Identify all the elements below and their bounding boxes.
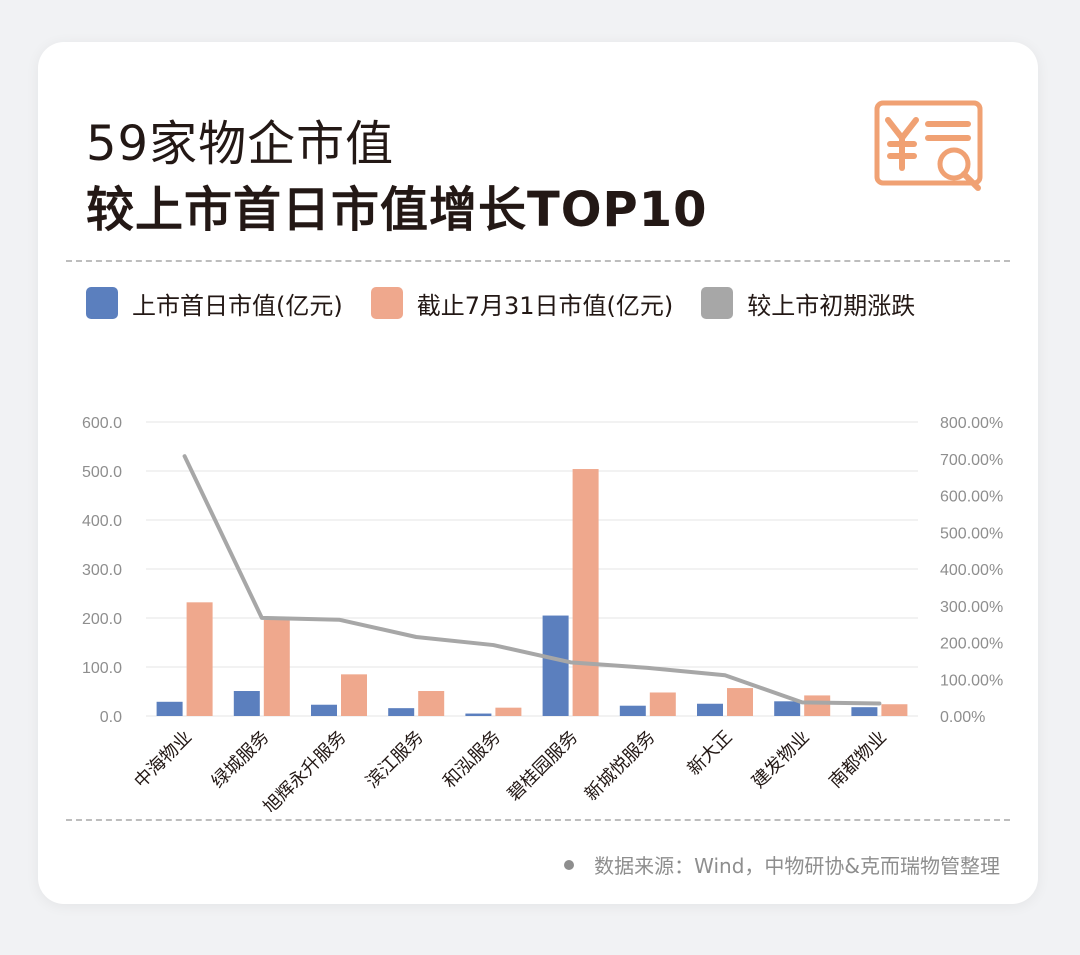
legend-label-first-day: 上市首日市值(亿元) <box>132 291 343 320</box>
x-category-label: 中海物业 <box>130 727 196 793</box>
y-left-tick-label: 300.0 <box>82 562 122 579</box>
bar-jul31 <box>727 688 753 716</box>
combo-chart: 0.0 100.0 200.0 300.0 400.0 500.0 600.0 0.00% 10… <box>82 415 1003 812</box>
chart-card: 59家物企市值 较上市首日市值增长TOP10 上市首日市值(亿元) 截止7月31… <box>38 42 1038 904</box>
legend-item-change: 较上市初期涨跌 <box>701 286 915 321</box>
bar-first-day <box>388 708 415 716</box>
bullet-dot-icon <box>564 859 575 870</box>
bar-first-day <box>697 703 723 716</box>
bar-first-day <box>619 705 646 716</box>
legend-label-jul31: 截止7月31日市值(亿元) <box>416 291 674 320</box>
bar-first-day <box>851 707 878 716</box>
y-right-tick-label: 200.00% <box>940 636 1003 653</box>
y-left-tick-label: 0.0 <box>100 709 122 726</box>
x-category-label: 新城悦服务 <box>581 727 659 805</box>
bar-first-day <box>233 691 260 716</box>
bar-first-day <box>465 713 492 716</box>
bar-first-day <box>156 701 183 716</box>
bar-jul31 <box>495 707 522 716</box>
x-category-label: 和泓服务 <box>439 727 505 793</box>
y-right-tick-label: 800.00% <box>940 415 1003 432</box>
x-category-label: 滨江服务 <box>362 727 428 793</box>
y-left-tick-label: 100.0 <box>82 660 122 677</box>
legend-item-jul31: 截止7月31日市值(亿元) <box>370 286 674 321</box>
bar-first-day <box>542 615 569 716</box>
source-note: 数据来源：Wind，中物研协&克而瑞物管整理 <box>564 850 1000 879</box>
legend-item-first-day: 上市首日市值(亿元) <box>86 286 343 321</box>
bar-jul31 <box>418 691 445 716</box>
legend-swatch-gray <box>701 287 734 319</box>
legend-swatch-blue <box>86 287 118 319</box>
x-category-label: 碧桂园服务 <box>504 727 582 805</box>
bar-jul31 <box>804 695 831 716</box>
yuan-document-search-icon <box>874 100 983 191</box>
x-category-label: 绿城服务 <box>208 727 274 793</box>
y-left-tick-label: 600.0 <box>82 415 122 432</box>
x-category-label: 建发物业 <box>748 727 814 793</box>
bar-jul31 <box>186 602 213 716</box>
y-left-tick-label: 200.0 <box>82 611 122 628</box>
line-change-series <box>182 454 882 706</box>
y-right-tick-label: 700.00% <box>940 452 1003 469</box>
x-category-label: 南都物业 <box>825 727 891 793</box>
y-right-tick-label: 0.00% <box>940 709 985 726</box>
bar-jul31 <box>881 704 908 716</box>
legend-swatch-orange <box>370 287 403 319</box>
chart-legend: 上市首日市值(亿元) 截止7月31日市值(亿元) 较上市初期涨跌 <box>86 286 915 320</box>
bar-first-day <box>774 701 801 716</box>
bottom-divider <box>66 819 1010 821</box>
y-left-tick-label: 400.0 <box>82 513 122 530</box>
y-right-tick-label: 500.00% <box>940 525 1003 542</box>
legend-label-change: 较上市初期涨跌 <box>747 291 916 320</box>
bar-jul31 <box>572 469 599 716</box>
y-right-tick-label: 100.00% <box>940 672 1003 689</box>
bar-first-day <box>311 704 337 716</box>
x-category-label: 旭辉永升服务 <box>259 727 350 812</box>
bar-jul31 <box>263 619 290 716</box>
title-line2: 较上市首日市值增长TOP10 <box>86 182 708 238</box>
x-category-label: 新大正 <box>684 727 737 780</box>
top-divider <box>66 260 1010 262</box>
y-right-tick-label: 300.00% <box>940 599 1003 616</box>
title-line1: 59家物企市值 <box>86 116 395 172</box>
y-left-tick-label: 500.0 <box>82 464 122 481</box>
source-text: 数据来源：Wind，中物研协&克而瑞物管整理 <box>594 854 1000 878</box>
y-right-tick-label: 600.00% <box>940 489 1003 506</box>
bar-jul31 <box>341 674 367 716</box>
bar-jul31 <box>649 692 676 716</box>
y-right-tick-label: 400.00% <box>940 562 1003 579</box>
